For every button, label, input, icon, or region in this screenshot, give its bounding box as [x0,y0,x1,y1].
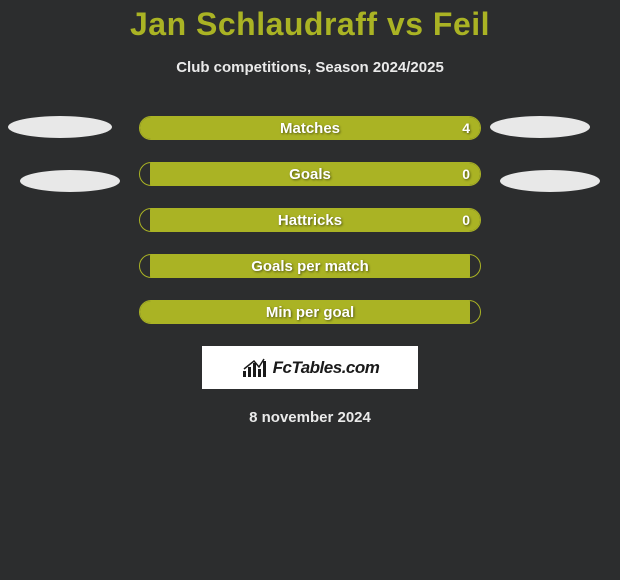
stat-row: Min per goal [139,300,481,324]
stat-row: Matches4 [139,116,481,140]
date-label: 8 november 2024 [0,409,620,426]
stat-row-value-right: 4 [452,117,480,139]
stat-row-label: Goals [140,163,480,185]
decorative-ellipse [8,116,112,138]
stat-row-value-right: 0 [452,163,480,185]
chart-area: Matches4Goals0Hattricks0Goals per matchM… [0,116,620,426]
decorative-ellipse [500,170,600,192]
stat-row-label: Hattricks [140,209,480,231]
bar-chart-icon [241,357,269,379]
stat-row: Hattricks0 [139,208,481,232]
decorative-ellipse [490,116,590,138]
logo-text: FcTables.com [273,358,380,378]
stat-row-label: Min per goal [140,301,480,323]
decorative-ellipse [20,170,120,192]
logo-box: FcTables.com [202,346,418,389]
stat-row: Goals0 [139,162,481,186]
subtitle: Club competitions, Season 2024/2025 [0,59,620,76]
stat-row-value-right: 0 [452,209,480,231]
page-title: Jan Schlaudraff vs Feil [0,6,620,43]
stat-row: Goals per match [139,254,481,278]
stat-row-label: Matches [140,117,480,139]
stat-row-label: Goals per match [140,255,480,277]
